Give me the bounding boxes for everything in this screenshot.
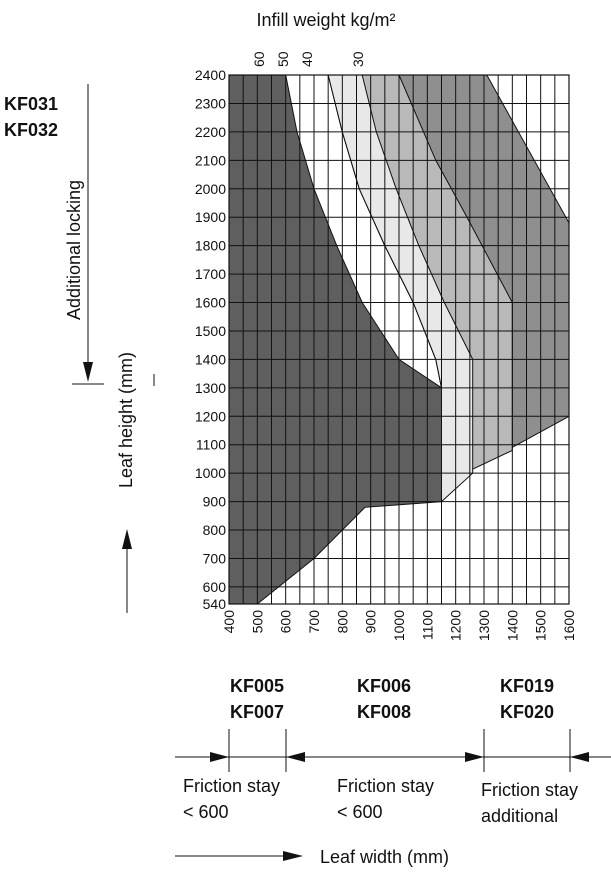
- leaf-height-label: Leaf height (mm): [116, 352, 136, 488]
- y-tick-label: 1200: [195, 408, 226, 424]
- x-tick-label: 700: [306, 610, 322, 634]
- y-tick-label: 600: [203, 579, 227, 595]
- x-tick-label: 900: [363, 610, 379, 634]
- x-tick-label: 1500: [533, 610, 549, 641]
- y-tick-label: 900: [203, 494, 227, 510]
- y-tick-label: 1700: [195, 266, 226, 282]
- y-tick-label: 2100: [195, 152, 226, 168]
- kf032-label: KF032: [4, 120, 58, 140]
- range-arrows: [175, 729, 611, 772]
- kf008-label: KF008: [357, 702, 411, 722]
- x-tick-label: 800: [334, 610, 350, 634]
- stay1-line2: < 600: [183, 802, 229, 822]
- y-tick-label: 1800: [195, 238, 226, 254]
- y-tick-label: 1500: [195, 323, 226, 339]
- kf007-label: KF007: [230, 702, 284, 722]
- y-tick-label: 1300: [195, 380, 226, 396]
- weight-tick-label: 50: [275, 51, 291, 67]
- chart-title: Infill weight kg/m²: [256, 10, 395, 30]
- stay2-line2: < 600: [337, 802, 383, 822]
- weight-tick-label: 60: [251, 51, 267, 67]
- kf005-label: KF005: [230, 676, 284, 696]
- additional-locking-arrow: [72, 84, 104, 385]
- y-tick-label: 540: [203, 596, 227, 612]
- x-tick-label: 1100: [419, 610, 435, 640]
- weight-tick-label: 40: [299, 51, 315, 67]
- plot-frame: [228, 74, 570, 605]
- weight-tick-label: 30: [350, 51, 366, 67]
- kf031-label: KF031: [4, 94, 58, 114]
- y-tick-label: 1100: [196, 437, 226, 453]
- x-tick-label: 500: [249, 610, 265, 634]
- kf020-label: KF020: [500, 702, 554, 722]
- y-tick-label: 2200: [195, 124, 226, 140]
- kf019-label: KF019: [500, 676, 554, 696]
- plot-area: 5406007008009001000110012001300140015001…: [195, 51, 577, 641]
- leaf-width-label: Leaf width (mm): [320, 847, 449, 867]
- x-tick-label: 400: [221, 610, 237, 634]
- x-tick-label: 1400: [504, 610, 520, 641]
- stay1-line1: Friction stay: [183, 776, 280, 796]
- x-tick-label: 600: [278, 610, 294, 634]
- stay3-line2: additional: [481, 806, 558, 826]
- x-tick-label: 1000: [391, 610, 407, 641]
- y-tick-label: 800: [203, 522, 227, 538]
- kf006-label: KF006: [357, 676, 411, 696]
- x-tick-label: 1200: [448, 610, 464, 641]
- leaf-width-arrow: [175, 851, 303, 861]
- y-tick-label: 2000: [195, 181, 226, 197]
- y-tick-label: 2400: [195, 67, 226, 83]
- y-tick-label: 2300: [195, 95, 226, 111]
- y-tick-label: 700: [203, 550, 227, 566]
- stay2-line1: Friction stay: [337, 776, 434, 796]
- additional-locking-label: Additional locking: [64, 180, 84, 320]
- stay3-line1: Friction stay: [481, 780, 578, 800]
- y-tick-label: 1400: [195, 351, 226, 367]
- x-tick-label: 1600: [561, 610, 577, 641]
- y-tick-label: 1000: [195, 465, 226, 481]
- leaf-height-arrow: [122, 529, 132, 613]
- y-tick-label: 1600: [195, 295, 226, 311]
- y-tick-label: 1900: [195, 209, 226, 225]
- x-tick-label: 1300: [476, 610, 492, 641]
